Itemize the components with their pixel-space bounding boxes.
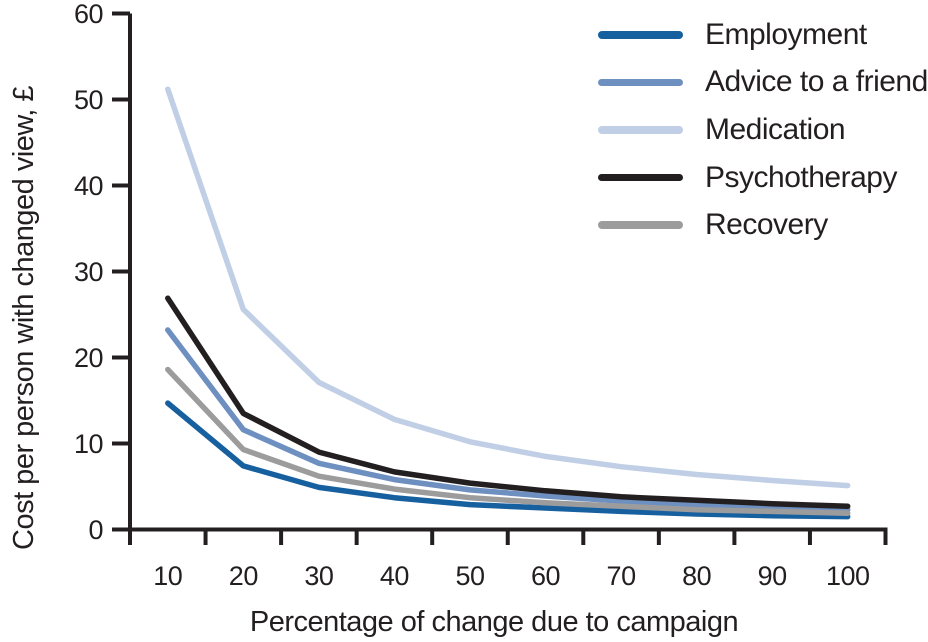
legend: Employment Advice to a friend Medication Ps…	[598, 11, 928, 249]
y-tick-label: 10	[74, 429, 103, 459]
legend-label: Medication	[705, 112, 846, 146]
x-tick-label: 20	[229, 561, 258, 591]
y-tick-label: 50	[74, 85, 103, 115]
legend-label: Advice to a friend	[705, 65, 928, 99]
series-line-recovery	[165, 366, 851, 516]
legend-label: Psychotherapy	[705, 160, 897, 194]
x-tick-label: 90	[758, 561, 787, 591]
y-tick-label: 40	[74, 171, 103, 201]
x-tick-label: 30	[304, 561, 333, 591]
legend-item: Medication	[598, 106, 928, 154]
legend-swatch-icon	[598, 173, 683, 182]
x-tick-label: 80	[682, 561, 711, 591]
legend-swatch-icon	[598, 78, 683, 87]
y-tick-label: 0	[88, 515, 103, 545]
x-tick-label: 50	[455, 561, 484, 591]
legend-item: Advice to a friend	[598, 59, 928, 107]
y-tick-label: 30	[74, 257, 103, 287]
legend-swatch-icon	[598, 221, 683, 229]
x-tick-label: 60	[531, 561, 560, 591]
series-line-psychotherapy	[165, 295, 851, 510]
legend-swatch-icon	[598, 31, 683, 39]
x-tick-label: 70	[607, 561, 636, 591]
axes: 0 10 20 30 40 50 60 10 20 30 40 50 60 70 80 90 100	[74, 0, 888, 591]
y-tick-label: 60	[74, 0, 103, 29]
legend-item: Psychotherapy	[598, 154, 928, 202]
series-line-advice-to-a-friend	[165, 327, 851, 513]
series-line-employment	[165, 400, 851, 520]
y-axis-title: Cost per person with changed view, £	[8, 86, 40, 550]
x-tick-label: 100	[826, 561, 870, 591]
series-lines	[165, 86, 851, 520]
x-axis-title: Percentage of change due to campaign	[250, 606, 738, 638]
legend-label: Employment	[705, 17, 867, 51]
x-tick-label: 40	[380, 561, 409, 591]
legend-item: Employment	[598, 11, 928, 59]
y-tick-label: 20	[74, 343, 103, 373]
series-line-medication	[165, 86, 851, 489]
x-tick-label: 10	[153, 561, 182, 591]
legend-swatch-icon	[598, 126, 683, 134]
legend-label: Recovery	[705, 208, 828, 242]
legend-item: Recovery	[598, 201, 928, 249]
